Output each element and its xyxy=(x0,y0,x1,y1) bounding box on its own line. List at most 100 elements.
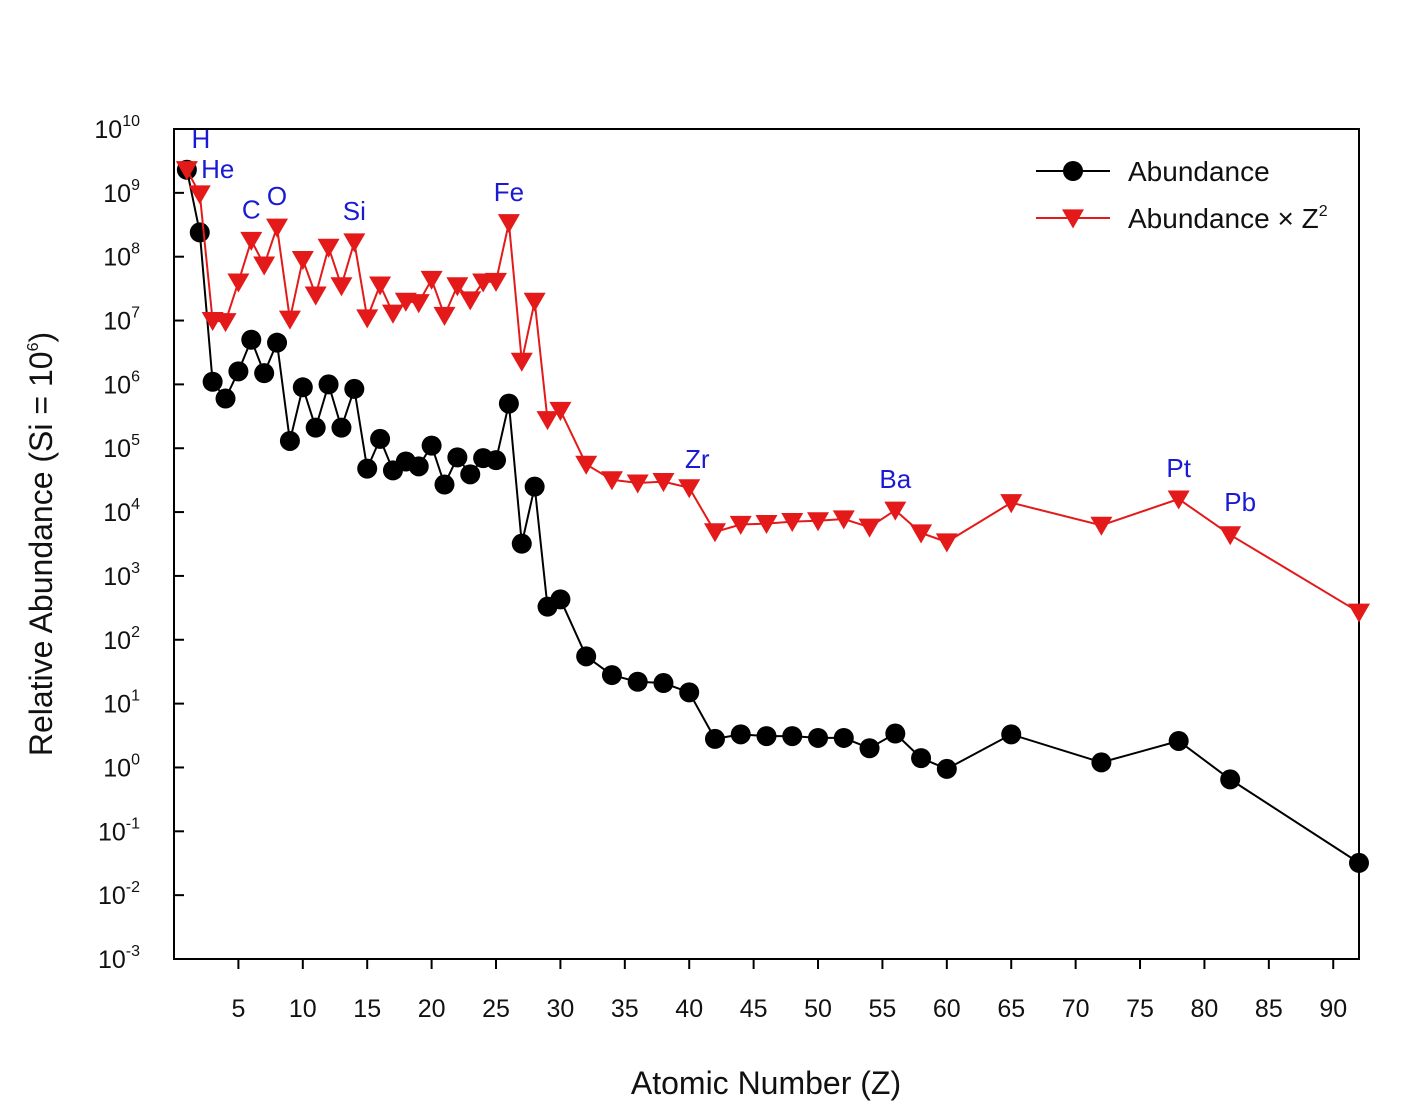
data-point xyxy=(292,377,313,398)
y-tick-exponent: 7 xyxy=(131,305,140,322)
data-point xyxy=(241,329,262,350)
data-point xyxy=(356,309,379,329)
data-point xyxy=(859,738,880,759)
element-label-o: O xyxy=(267,181,287,211)
y-tick-label: 10-2 xyxy=(98,879,140,910)
y-tick-base: 10 xyxy=(103,754,131,782)
element-label-he: He xyxy=(201,154,234,184)
y-tick-exponent: 8 xyxy=(131,241,140,258)
x-tick-label: 45 xyxy=(740,995,768,1023)
y-tick-base: 10 xyxy=(103,691,131,719)
data-point xyxy=(807,512,830,532)
data-point xyxy=(253,256,276,276)
y-tick-exponent: 10 xyxy=(122,113,140,130)
y-axis-title: Relative Abundance (Si = 106) xyxy=(23,332,59,756)
x-tick-label: 35 xyxy=(611,995,639,1023)
data-point xyxy=(782,726,803,747)
y-tick-exponent: -3 xyxy=(126,943,140,960)
y-tick-exponent: 5 xyxy=(131,432,140,449)
data-point xyxy=(1000,494,1023,514)
data-point xyxy=(600,471,623,491)
element-label-ba: Ba xyxy=(879,464,911,494)
series-abundance-z2 xyxy=(175,161,1370,623)
legend-label-superscript: 2 xyxy=(1319,203,1328,220)
data-point xyxy=(215,388,236,409)
x-tick-label: 5 xyxy=(231,995,245,1023)
data-point xyxy=(175,161,198,181)
plot-frame xyxy=(173,128,1360,960)
data-point xyxy=(936,758,957,779)
data-point xyxy=(524,476,545,497)
data-point xyxy=(305,417,326,438)
data-point xyxy=(459,291,482,311)
data-point xyxy=(576,646,597,667)
x-tick-label: 90 xyxy=(1319,995,1347,1023)
data-point xyxy=(510,352,533,372)
y-tick-label: 101 xyxy=(103,688,140,719)
data-point xyxy=(278,310,301,330)
data-point xyxy=(1168,730,1189,751)
y-axis-title-exponent: 6 xyxy=(25,342,42,351)
legend-label-text: Abundance xyxy=(1128,156,1270,187)
data-point xyxy=(228,361,249,382)
data-point xyxy=(240,231,263,251)
data-point xyxy=(755,515,778,535)
data-point xyxy=(1349,852,1369,873)
data-point xyxy=(808,727,829,748)
y-axis-title-main: Relative Abundance (Si = 10 xyxy=(23,351,59,756)
y-tick-base: 10 xyxy=(103,371,131,399)
y-tick-label: 10-3 xyxy=(98,943,140,974)
y-tick-exponent: -1 xyxy=(126,815,140,832)
element-label-c: C xyxy=(242,194,261,224)
series-layer xyxy=(175,159,1370,873)
data-point xyxy=(408,456,429,477)
legend-entry: Abundance × Z2 xyxy=(1036,203,1328,234)
y-tick-exponent: 6 xyxy=(131,368,140,385)
data-point xyxy=(858,518,881,538)
y-tick-label: 104 xyxy=(103,496,140,527)
x-tick-label: 30 xyxy=(547,995,575,1023)
x-axis-ticks: 5 10 15 20 25 30 35 40 45 50 55 60 65 70 75 80 85 90 xyxy=(231,959,1347,1023)
data-point xyxy=(304,286,327,306)
y-tick-exponent: 1 xyxy=(131,688,140,705)
data-point xyxy=(536,411,559,431)
data-point xyxy=(549,401,572,421)
data-point xyxy=(485,272,508,292)
data-point xyxy=(433,306,456,326)
y-tick-base: 10 xyxy=(103,180,131,208)
x-tick-label: 80 xyxy=(1191,995,1219,1023)
data-point xyxy=(1167,490,1190,510)
data-point xyxy=(291,251,314,271)
data-point xyxy=(910,524,933,544)
y-tick-base: 10 xyxy=(98,882,126,910)
series-abundance xyxy=(176,159,1369,873)
x-tick-label: 20 xyxy=(418,995,446,1023)
data-point xyxy=(781,512,804,533)
data-point xyxy=(626,474,649,494)
legend-label: Abundance xyxy=(1128,156,1270,187)
data-point xyxy=(679,682,700,703)
data-point xyxy=(601,665,622,686)
data-point xyxy=(266,218,289,238)
data-point xyxy=(420,270,443,290)
element-labels: HHe C O Si Fe Zr Ba Pt Pb xyxy=(191,124,1256,517)
y-tick-label: 1010 xyxy=(94,113,140,144)
legend-marker xyxy=(1063,161,1083,181)
data-point xyxy=(885,723,906,744)
element-label-si: Si xyxy=(343,196,366,226)
x-tick-label: 50 xyxy=(804,995,832,1023)
data-point xyxy=(1220,769,1241,790)
data-point xyxy=(202,371,223,392)
data-point xyxy=(407,294,430,314)
data-point xyxy=(756,726,777,747)
x-tick-label: 40 xyxy=(675,995,703,1023)
y-axis-ticks: 10-310-210-11001011021031041051061071081… xyxy=(94,113,184,974)
data-point xyxy=(678,479,701,499)
data-point xyxy=(498,393,519,414)
data-point xyxy=(652,473,675,493)
data-point xyxy=(1219,526,1242,546)
data-point xyxy=(460,464,481,485)
y-tick-exponent: 0 xyxy=(131,751,140,768)
data-point xyxy=(330,277,353,297)
